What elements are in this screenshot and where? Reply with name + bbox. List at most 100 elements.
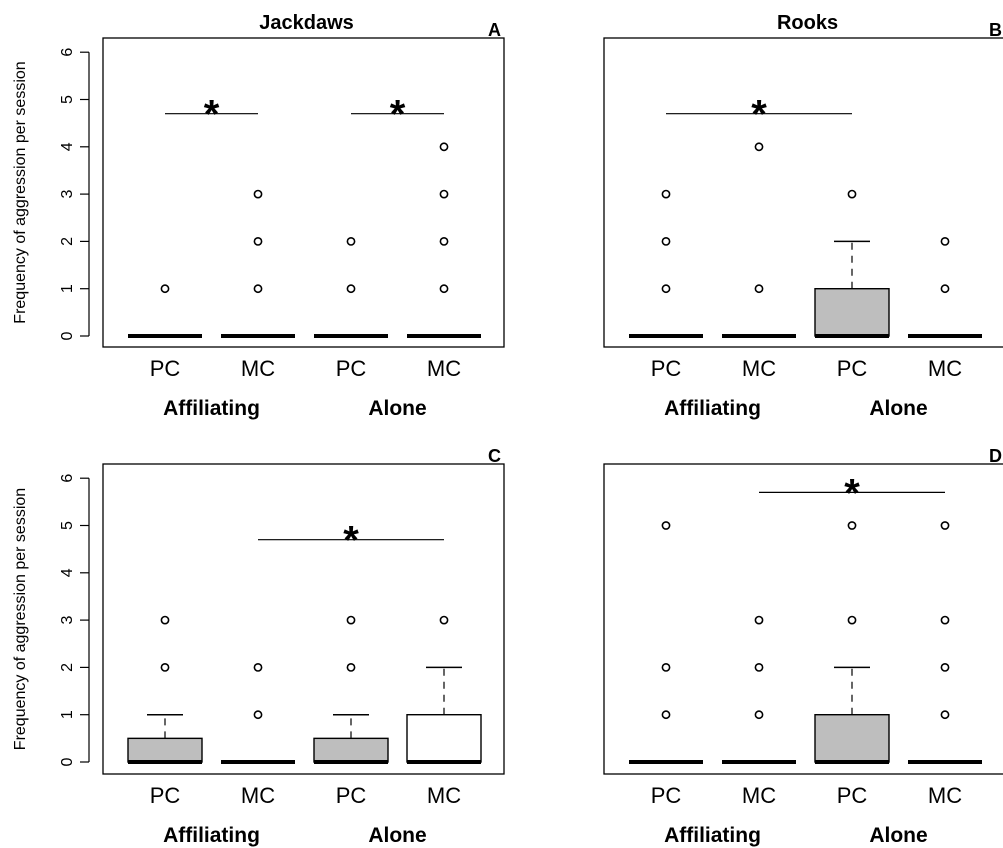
box-2 bbox=[221, 663, 295, 764]
group-label: Alone bbox=[869, 824, 927, 847]
group-label: Affiliating bbox=[664, 824, 761, 847]
panel-b: Rooks B PC MC PC MC Affiliating Alone * bbox=[603, 12, 1003, 420]
outlier-point bbox=[439, 615, 449, 625]
x-tick-label: PC bbox=[837, 356, 868, 381]
x-tick-label: MC bbox=[427, 356, 461, 381]
box-4 bbox=[406, 615, 482, 764]
box-4 bbox=[407, 142, 481, 338]
y-tick-label: 0 bbox=[59, 331, 76, 340]
panel-letter: D bbox=[989, 446, 1002, 466]
panel-a: Jackdaws A 0 1 2 3 4 5 6 Frequency of aggression … bbox=[12, 12, 505, 420]
x-tick-label: PC bbox=[336, 356, 367, 381]
y-tick-label: 0 bbox=[59, 757, 76, 766]
box-body bbox=[127, 737, 203, 763]
outlier-point bbox=[439, 284, 449, 294]
panel-letter: B bbox=[989, 20, 1002, 40]
box-2 bbox=[221, 189, 295, 338]
outlier-point bbox=[160, 663, 170, 672]
outlier-point bbox=[346, 663, 356, 672]
outlier-point bbox=[661, 663, 671, 672]
outlier-point bbox=[253, 710, 263, 720]
x-tick-label: MC bbox=[742, 356, 776, 381]
outlier-point bbox=[940, 521, 950, 530]
panel-title: Jackdaws bbox=[259, 12, 354, 34]
box-2 bbox=[722, 615, 796, 764]
plot-frame bbox=[102, 37, 505, 348]
outlier-point bbox=[253, 189, 263, 199]
group-label: Affiliating bbox=[163, 397, 260, 420]
outlier-point bbox=[346, 615, 356, 625]
box-3 bbox=[814, 189, 890, 338]
outlier-point bbox=[754, 284, 764, 294]
box-body bbox=[814, 288, 890, 337]
x-tick-label: PC bbox=[651, 783, 682, 808]
y-tick-label: 4 bbox=[59, 142, 76, 151]
outlier-point bbox=[847, 189, 857, 199]
y-axis-label: Frequency of aggression per session bbox=[12, 488, 29, 750]
x-tick-label: PC bbox=[651, 356, 682, 381]
outlier-point bbox=[661, 284, 671, 294]
x-tick-label: PC bbox=[336, 783, 367, 808]
significance-star: * bbox=[343, 519, 359, 563]
outlier-point bbox=[439, 189, 449, 199]
outlier-point bbox=[661, 521, 671, 530]
group-label: Alone bbox=[368, 397, 426, 420]
x-tick-label: MC bbox=[241, 356, 275, 381]
y-axis-label: Frequency of aggression per session bbox=[12, 61, 29, 323]
box-body bbox=[406, 714, 482, 763]
y-tick-label: 1 bbox=[59, 284, 76, 293]
group-label: Alone bbox=[368, 824, 426, 847]
significance-star: * bbox=[204, 93, 220, 137]
significance-star: * bbox=[844, 471, 860, 515]
outlier-point bbox=[754, 710, 764, 720]
y-tick-label: 1 bbox=[59, 710, 76, 719]
plot-frame bbox=[603, 463, 1003, 775]
x-tick-label: PC bbox=[150, 356, 181, 381]
outlier-point bbox=[346, 236, 356, 246]
outlier-point bbox=[847, 615, 857, 625]
outlier-point bbox=[346, 284, 356, 294]
x-tick-label: MC bbox=[742, 783, 776, 808]
outlier-point bbox=[661, 710, 671, 720]
outlier-point bbox=[754, 663, 764, 672]
x-tick-label: MC bbox=[427, 783, 461, 808]
outlier-point bbox=[253, 663, 263, 672]
plot-frame bbox=[102, 463, 505, 775]
y-tick-label: 3 bbox=[59, 190, 76, 199]
box-3 bbox=[314, 236, 388, 338]
box-4 bbox=[908, 521, 982, 764]
outlier-point bbox=[940, 615, 950, 625]
panel-letter: A bbox=[488, 20, 501, 40]
box-1 bbox=[629, 189, 703, 338]
outlier-point bbox=[253, 284, 263, 294]
panel-letter: C bbox=[488, 446, 501, 466]
box-2 bbox=[722, 142, 796, 338]
outlier-point bbox=[940, 710, 950, 720]
box-body bbox=[313, 737, 389, 763]
y-tick-label: 3 bbox=[59, 616, 76, 625]
y-tick-label: 2 bbox=[59, 663, 76, 672]
significance-star: * bbox=[390, 93, 406, 137]
panel-d: D PC MC PC MC Affiliating Alone * bbox=[603, 446, 1003, 847]
outlier-point bbox=[754, 615, 764, 625]
outlier-point bbox=[940, 284, 950, 294]
box-3 bbox=[313, 615, 389, 764]
outlier-point bbox=[439, 142, 449, 152]
panel-title: Rooks bbox=[777, 12, 838, 34]
panel-c: C 0 1 2 3 4 5 6 Frequency of aggression per sess… bbox=[12, 446, 505, 847]
outlier-point bbox=[661, 236, 671, 246]
outlier-point bbox=[253, 236, 263, 246]
outlier-point bbox=[439, 236, 449, 246]
box-body bbox=[814, 714, 890, 763]
box-4 bbox=[908, 236, 982, 338]
x-tick-label: PC bbox=[150, 783, 181, 808]
y-tick-label: 2 bbox=[59, 237, 76, 246]
outlier-point bbox=[754, 142, 764, 152]
x-tick-label: MC bbox=[241, 783, 275, 808]
significance-star: * bbox=[751, 93, 767, 137]
outlier-point bbox=[661, 189, 671, 199]
box-1 bbox=[127, 615, 203, 764]
outlier-point bbox=[160, 615, 170, 625]
outlier-point bbox=[847, 521, 857, 530]
